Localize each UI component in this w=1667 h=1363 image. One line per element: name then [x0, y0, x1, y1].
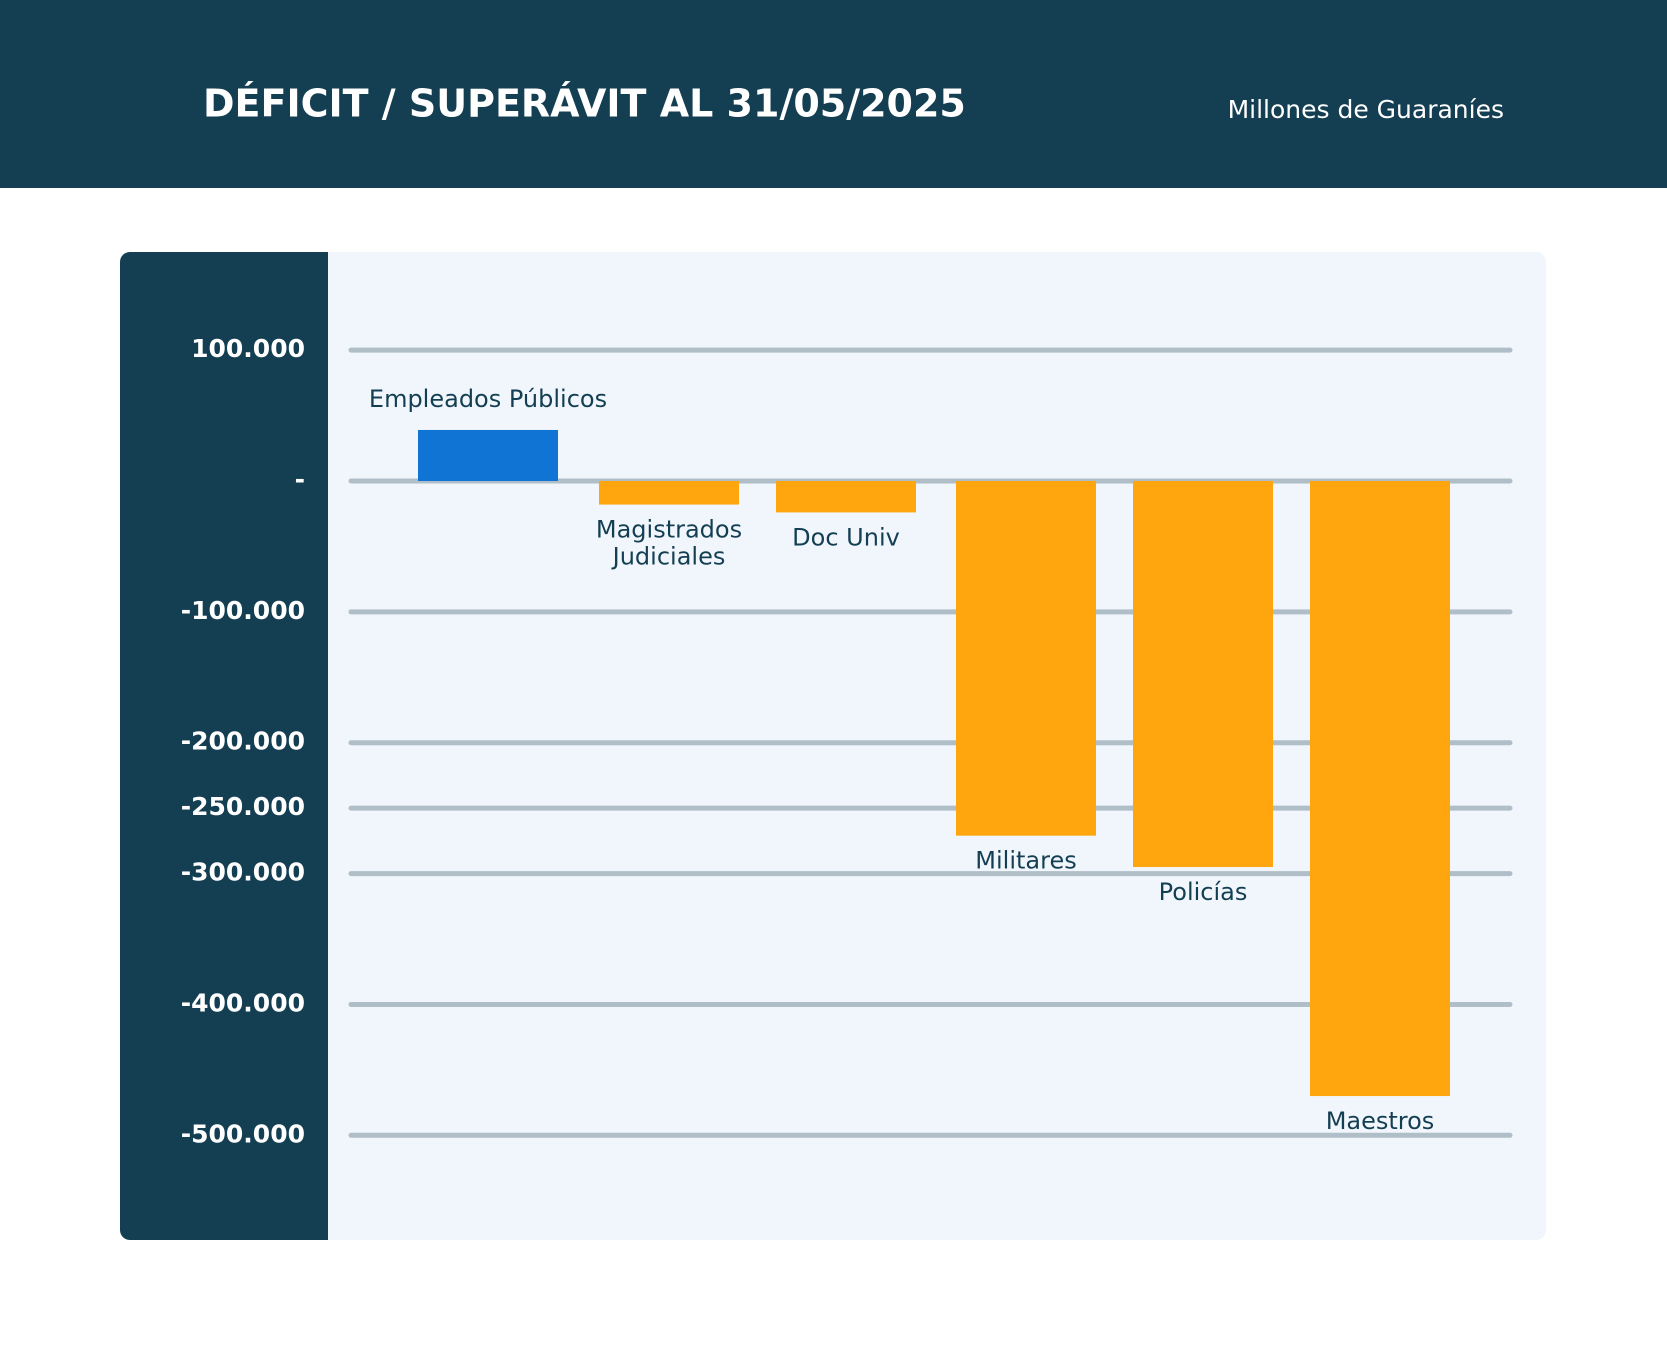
bar: [956, 481, 1096, 836]
chart-title: DÉFICIT / SUPERÁVIT AL 31/05/2025: [203, 82, 966, 126]
y-tick-label: -250.000: [181, 792, 305, 821]
bar: [418, 429, 558, 482]
category-label: Empleados Públicos: [369, 385, 607, 413]
axis-panel: [120, 252, 328, 1240]
chart-subtitle: Millones de Guaraníes: [1228, 95, 1504, 124]
y-tick-label: -200.000: [181, 727, 305, 756]
bar: [1133, 481, 1273, 868]
y-tick-label: -100.000: [181, 596, 305, 625]
header: [0, 0, 1667, 188]
y-tick-label: 100.000: [191, 334, 305, 363]
y-tick-label: -: [295, 465, 305, 494]
y-tick-label: -300.000: [181, 858, 305, 887]
y-tick-label: -400.000: [181, 988, 305, 1017]
bar: [776, 481, 916, 513]
category-label: Doc Univ: [792, 523, 900, 551]
bar: [599, 481, 739, 505]
category-label: Policías: [1159, 878, 1248, 906]
category-label: Militares: [975, 847, 1076, 875]
y-tick-label: -500.000: [181, 1119, 305, 1148]
bar: [1310, 481, 1450, 1097]
category-label: Magistrados Judiciales: [596, 516, 742, 571]
category-label: Maestros: [1326, 1107, 1435, 1135]
